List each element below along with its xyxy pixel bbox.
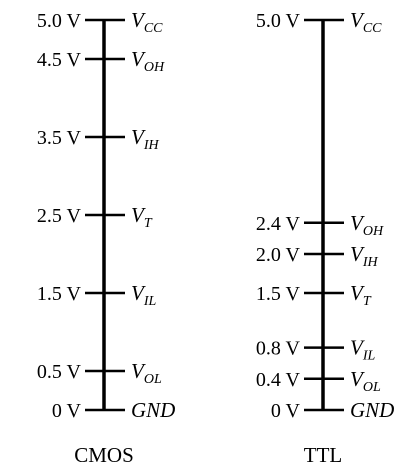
ttl-v-ol-voltage-label: 0.4 V bbox=[256, 369, 301, 391]
cmos-v-ol-symbol-label: VOL bbox=[131, 359, 162, 387]
ttl-gnd-voltage-label: 0 V bbox=[271, 400, 301, 422]
ttl-v-t-voltage-label: 1.5 V bbox=[256, 283, 301, 305]
cmos-v-oh-symbol-label: VOH bbox=[131, 47, 165, 75]
cmos-gnd-voltage-label: 0 V bbox=[52, 400, 82, 422]
ttl-v-il-symbol-label: VIL bbox=[350, 336, 375, 364]
cmos-v-ih-voltage-label: 3.5 V bbox=[37, 127, 82, 149]
ttl-v-t-symbol-label: VT bbox=[350, 281, 372, 309]
cmos-gnd-symbol-label: GND bbox=[131, 398, 175, 422]
cmos-column: 5.0 V VCC 4.5 V VOH 3.5 V VIH 2.5 V VT 1.5 V VIL 0… bbox=[37, 8, 175, 467]
cmos-v-oh-voltage-label: 4.5 V bbox=[37, 49, 82, 71]
cmos-v-t-symbol-label: VT bbox=[131, 203, 153, 231]
cmos-v-cc-voltage-label: 5.0 V bbox=[37, 10, 82, 32]
ttl-v-ih-voltage-label: 2.0 V bbox=[256, 244, 301, 266]
ttl-v-cc-symbol-label: VCC bbox=[350, 8, 382, 36]
ttl-v-oh-symbol-label: VOH bbox=[350, 211, 384, 239]
ttl-title: TTL bbox=[304, 443, 342, 467]
cmos-v-il-voltage-label: 1.5 V bbox=[37, 283, 82, 305]
ttl-v-ol-symbol-label: VOL bbox=[350, 367, 381, 395]
ttl-v-ih-symbol-label: VIH bbox=[350, 242, 378, 270]
ttl-gnd-symbol-label: GND bbox=[350, 398, 394, 422]
ttl-v-il-voltage-label: 0.8 V bbox=[256, 338, 301, 360]
cmos-v-il-symbol-label: VIL bbox=[131, 281, 156, 309]
ttl-column: 5.0 V VCC 2.4 V VOH 2.0 V VIH 1.5 V VT 0.8 V VIL 0… bbox=[256, 8, 394, 467]
cmos-v-t-voltage-label: 2.5 V bbox=[37, 205, 82, 227]
cmos-v-ol-voltage-label: 0.5 V bbox=[37, 361, 82, 383]
cmos-v-ih-symbol-label: VIH bbox=[131, 125, 159, 153]
ttl-v-cc-voltage-label: 5.0 V bbox=[256, 10, 301, 32]
cmos-title: CMOS bbox=[74, 443, 134, 467]
ttl-v-oh-voltage-label: 2.4 V bbox=[256, 213, 301, 235]
cmos-v-cc-symbol-label: VCC bbox=[131, 8, 163, 36]
